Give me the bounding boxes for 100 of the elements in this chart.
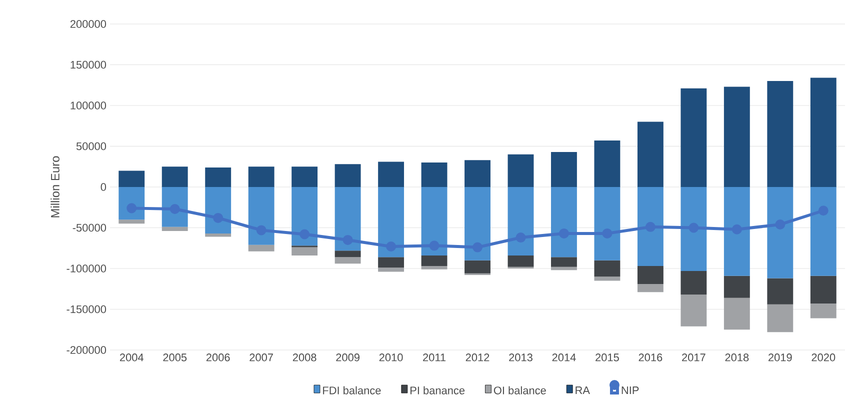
bar: [680, 88, 707, 187]
point: [602, 228, 612, 238]
bar: [205, 233, 232, 237]
bar: [637, 266, 664, 284]
legend-label: RA: [576, 386, 590, 394]
x-tick-label: 2015: [596, 354, 619, 362]
bar: [334, 164, 361, 187]
bar: [464, 187, 490, 260]
bar: [810, 276, 836, 304]
bar: [680, 294, 707, 326]
bar: [724, 187, 750, 276]
point: [342, 234, 353, 245]
y-tick-label: 0: [100, 183, 106, 191]
bar: [421, 162, 448, 187]
y-tick-label: 200000: [70, 20, 106, 28]
bar: [810, 187, 836, 276]
bar: [421, 255, 448, 266]
bar: [464, 160, 490, 187]
point: [300, 229, 310, 240]
bar: [118, 220, 145, 224]
bar: [118, 170, 145, 187]
bar: [248, 244, 274, 252]
bar: [594, 260, 620, 277]
y-tick-label: 150000: [70, 60, 106, 69]
bar: [421, 266, 448, 270]
bar: [810, 78, 836, 187]
x-tick-label: 2012: [466, 354, 490, 362]
y-tick-label: -200000: [66, 346, 106, 354]
x-tick-label: 2014: [552, 354, 576, 362]
bar: [594, 140, 620, 187]
bar: [292, 247, 318, 256]
bar: [508, 187, 534, 256]
point: [386, 241, 396, 252]
point: [516, 232, 526, 243]
bar: [378, 257, 404, 268]
point: [775, 219, 786, 230]
bar: [637, 284, 664, 292]
bar: [292, 166, 318, 187]
x-tick-label: 2018: [725, 354, 749, 362]
x-tick-label: 2005: [163, 354, 187, 362]
legend-label: PI banance: [410, 386, 465, 394]
bar: [334, 250, 361, 258]
x-tick-label: 2011: [423, 354, 446, 362]
bar: [724, 276, 750, 298]
bar: [724, 86, 750, 187]
x-tick-label: 2013: [509, 354, 532, 362]
bar: [508, 255, 534, 267]
bar: [334, 257, 361, 264]
point: [818, 206, 828, 216]
point: [213, 212, 224, 223]
y-axis-title: Million Euro: [50, 156, 60, 218]
bar: [292, 187, 318, 246]
bar: [680, 270, 707, 295]
bar: [594, 187, 620, 260]
x-tick-label: 2004: [120, 354, 144, 362]
point: [558, 228, 569, 238]
x-tick-label: 2017: [682, 354, 706, 362]
bar: [767, 187, 794, 278]
bar: [378, 268, 404, 272]
legend-label: OI balance: [494, 386, 546, 394]
bar: [551, 266, 577, 270]
point: [256, 225, 266, 236]
bar: [724, 298, 750, 330]
x-tick-label: 2020: [812, 354, 836, 362]
bar: [637, 122, 664, 187]
bar: [551, 257, 577, 267]
bar: [464, 260, 490, 274]
x-tick-label: 2010: [379, 354, 403, 362]
y-tick-label: -50000: [72, 224, 106, 232]
x-tick-label: 2007: [250, 354, 273, 362]
point: [472, 242, 483, 252]
bar: [594, 276, 620, 281]
bar: [637, 187, 664, 266]
x-tick-label: 2009: [336, 354, 360, 362]
bar: [508, 154, 534, 187]
bar: [421, 187, 448, 256]
bar: [248, 166, 274, 187]
x-tick-label: 2008: [292, 354, 316, 362]
bar: [334, 187, 361, 251]
bar: [810, 304, 836, 318]
bar: [378, 162, 404, 187]
bar: [551, 152, 577, 187]
point: [732, 224, 742, 234]
legend-label: NIP: [622, 386, 639, 394]
y-tick-label: -150000: [66, 305, 106, 314]
point: [688, 222, 699, 233]
x-tick-label: 2019: [768, 354, 792, 362]
point: [645, 222, 656, 232]
y-tick-label: 100000: [70, 102, 106, 110]
x-tick-label: 2006: [206, 354, 230, 362]
x-tick-label: 2016: [638, 354, 662, 362]
bar: [205, 167, 232, 187]
bar: [248, 187, 274, 245]
bar: [551, 187, 577, 258]
y-tick-label: -100000: [66, 264, 106, 272]
y-tick-label: 50000: [76, 142, 106, 150]
bar: [767, 81, 794, 187]
bar: [680, 187, 707, 271]
bar: [162, 166, 188, 187]
legend-label: FDI balance: [323, 386, 381, 394]
